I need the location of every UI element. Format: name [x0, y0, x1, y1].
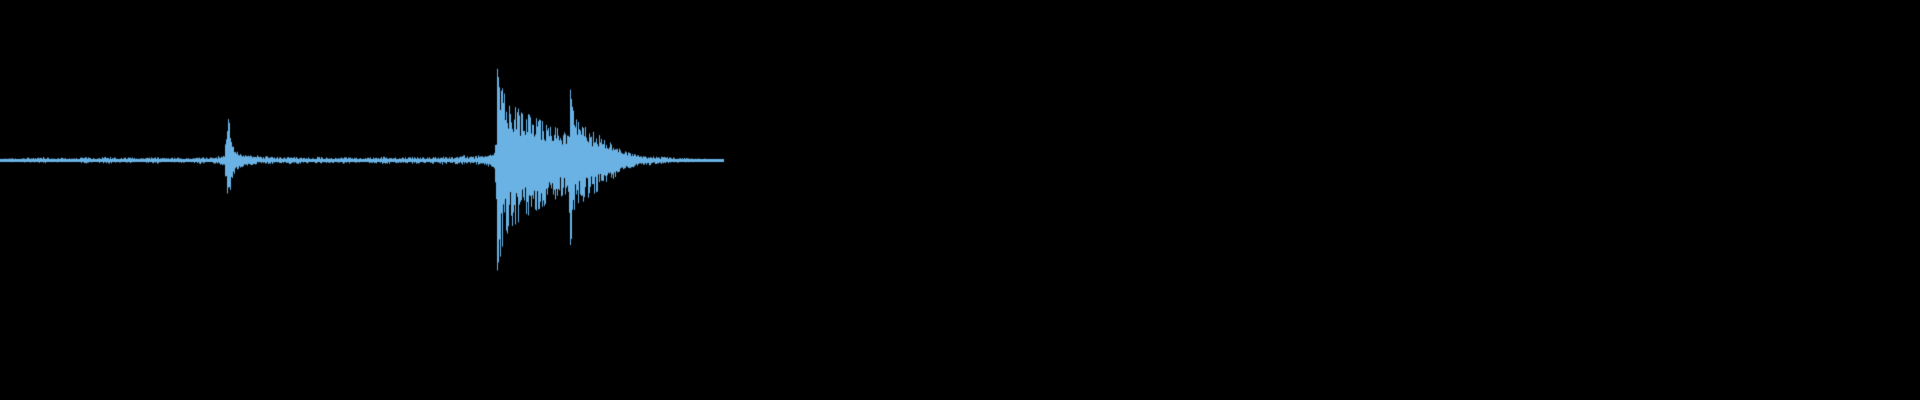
audio-waveform-canvas[interactable]	[0, 0, 1920, 400]
waveform-viewer[interactable]	[0, 0, 1920, 400]
